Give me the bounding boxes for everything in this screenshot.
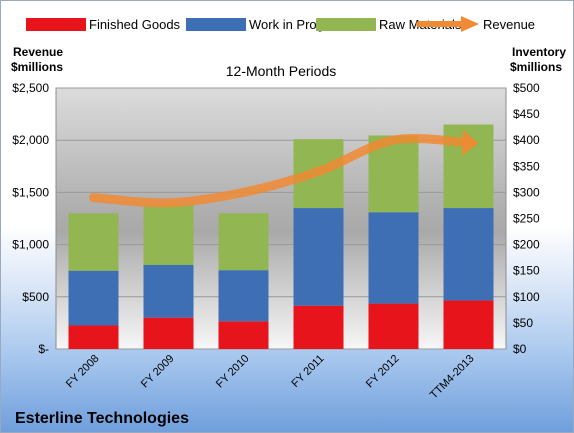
gridlines <box>56 87 506 350</box>
right-axis-ticks: $0 $50 $100 $150 $200 $250 $300 $350 $400 $450 $50… <box>513 81 540 356</box>
bar-finished-goods <box>143 317 194 349</box>
bar-raw-materials <box>68 213 119 271</box>
left-tick-label: $- <box>38 342 49 356</box>
legend: Finished Goods Work in Progress Raw Mate… <box>26 16 535 32</box>
x-tick-label: FY 2011 <box>289 353 326 390</box>
legend-swatch-work-in-progress <box>186 18 246 31</box>
left-axis-title-line1: Revenue <box>13 45 63 59</box>
bar-finished-goods <box>443 300 494 349</box>
bar-finished-goods <box>293 305 344 349</box>
right-tick-label: $150 <box>513 264 540 278</box>
bar-finished-goods <box>218 321 269 349</box>
x-axis-ticks: FY 2008 FY 2009 FY 2010 FY 2011 FY 2012 TTM4-… <box>64 353 477 402</box>
right-tick-label: $250 <box>513 212 540 226</box>
right-axis-title-line1: Inventory <box>512 45 566 59</box>
chart-title: 12-Month Periods <box>226 63 337 79</box>
left-tick-label: $1,000 <box>12 238 49 252</box>
bar-raw-materials <box>218 213 269 271</box>
right-axis-title-line2: $millions <box>510 60 562 74</box>
revenue-line <box>89 134 473 208</box>
right-tick-label: $500 <box>513 81 540 95</box>
bar-work-in-progress <box>368 212 419 304</box>
x-tick-label: FY 2009 <box>139 353 177 391</box>
right-tick-label: $300 <box>513 185 540 199</box>
x-tick-label: FY 2010 <box>214 353 252 391</box>
revenue-line-group <box>89 129 479 208</box>
legend-swatch-raw-materials <box>316 18 376 31</box>
right-tick-label: $450 <box>513 107 540 121</box>
bar-work-in-progress <box>143 264 194 318</box>
right-tick-label: $200 <box>513 238 540 252</box>
bar-finished-goods <box>68 325 119 349</box>
revenue-arrowhead <box>462 129 479 156</box>
left-tick-label: $1,500 <box>12 185 49 199</box>
bar-work-in-progress <box>443 208 494 301</box>
x-tick-label: TTM4-2013 <box>428 353 477 402</box>
right-tick-label: $350 <box>513 159 540 173</box>
left-tick-label: $500 <box>22 290 49 304</box>
x-tick-label: FY 2012 <box>364 353 402 391</box>
left-axis-ticks: $- $500 $1,000 $1,500 $2,000 $2,500 <box>12 81 49 356</box>
plot-area <box>55 87 507 350</box>
legend-label-finished-goods: Finished Goods <box>89 17 181 32</box>
bar-finished-goods <box>368 303 419 349</box>
bar-work-in-progress <box>218 270 269 322</box>
left-axis-title-line2: $millions <box>11 60 63 74</box>
left-tick-label: $2,000 <box>12 133 49 147</box>
company-name: Esterline Technologies <box>15 410 189 427</box>
x-tick-label: FY 2008 <box>64 353 102 391</box>
right-tick-label: $50 <box>513 316 533 330</box>
right-tick-label: $400 <box>513 133 540 147</box>
legend-swatch-revenue-arrowhead <box>461 16 479 32</box>
bar-raw-materials <box>143 205 194 265</box>
bar-work-in-progress <box>68 270 119 326</box>
right-tick-label: $0 <box>513 342 527 356</box>
bar-work-in-progress <box>293 208 344 306</box>
right-tick-label: $100 <box>513 290 540 304</box>
left-tick-label: $2,500 <box>12 81 49 95</box>
legend-swatch-finished-goods <box>26 18 86 31</box>
legend-label-revenue: Revenue <box>483 17 535 32</box>
